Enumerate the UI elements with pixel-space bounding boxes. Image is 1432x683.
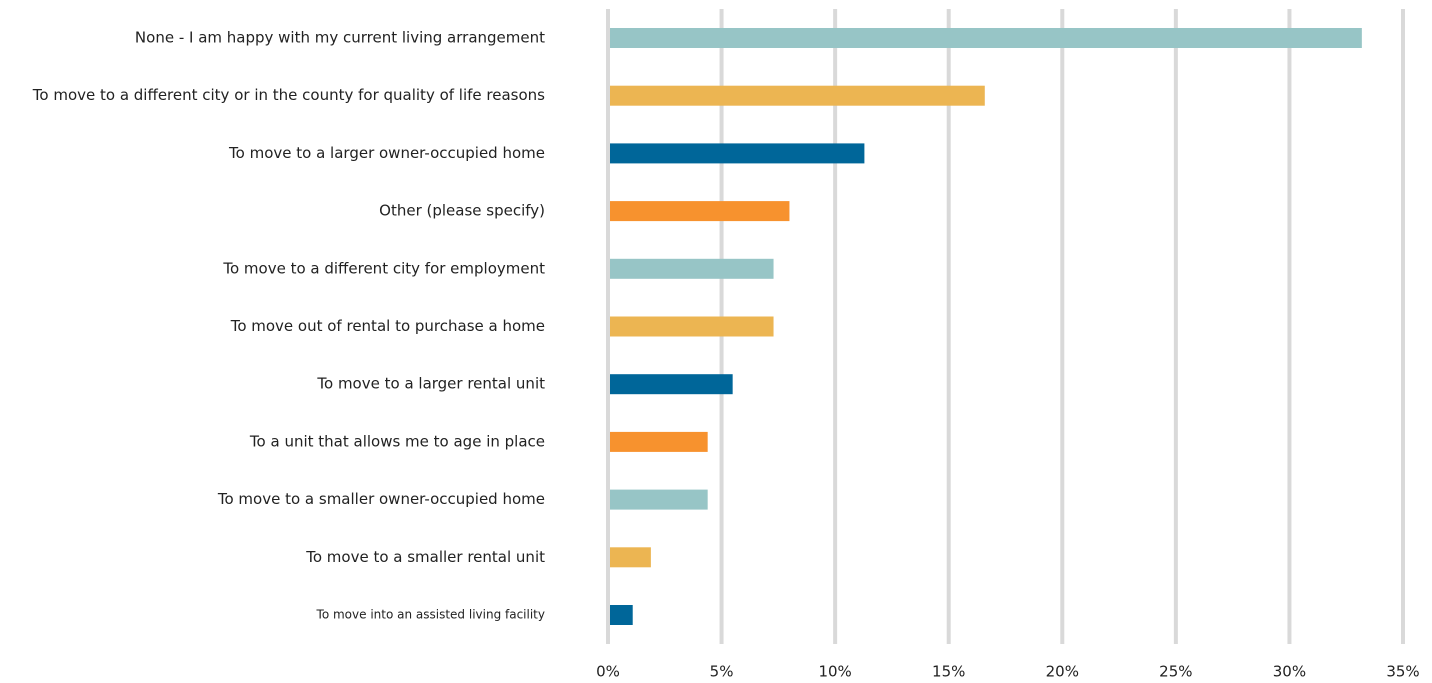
bar xyxy=(610,605,633,625)
x-tick-label: 10% xyxy=(818,663,851,681)
y-tick-label: To move to a smaller owner-occupied home xyxy=(217,490,545,508)
bar xyxy=(610,258,774,279)
bar xyxy=(610,547,651,568)
y-tick-label: To move to a larger rental unit xyxy=(316,375,545,393)
bar xyxy=(610,431,708,452)
x-tick-label: 15% xyxy=(932,663,965,681)
bar xyxy=(610,316,774,337)
bar xyxy=(610,28,1362,48)
y-tick-label: To move to a larger owner-occupied home xyxy=(228,144,545,162)
bar xyxy=(610,489,708,510)
y-tick-label: To move into an assisted living facility xyxy=(316,608,545,622)
bar xyxy=(610,143,865,164)
x-tick-label: 30% xyxy=(1273,663,1306,681)
x-tick-label: 0% xyxy=(596,663,620,681)
y-tick-label: To a unit that allows me to age in place xyxy=(249,432,545,450)
y-tick-label: To move to a different city or in the co… xyxy=(32,86,545,104)
bar xyxy=(610,374,733,395)
y-tick-label: Other (please specify) xyxy=(379,202,545,220)
x-tick-label: 25% xyxy=(1159,663,1192,681)
bar xyxy=(610,85,985,106)
x-tick-label: 35% xyxy=(1386,663,1419,681)
x-tick-label: 5% xyxy=(710,663,734,681)
y-tick-label: To move to a different city for employme… xyxy=(222,259,545,277)
y-tick-label: None - I am happy with my current living… xyxy=(135,29,545,47)
x-tick-label: 20% xyxy=(1046,663,1079,681)
y-tick-label: To move to a smaller rental unit xyxy=(305,548,545,566)
bar xyxy=(610,201,790,222)
y-tick-label: To move out of rental to purchase a home xyxy=(230,317,545,335)
